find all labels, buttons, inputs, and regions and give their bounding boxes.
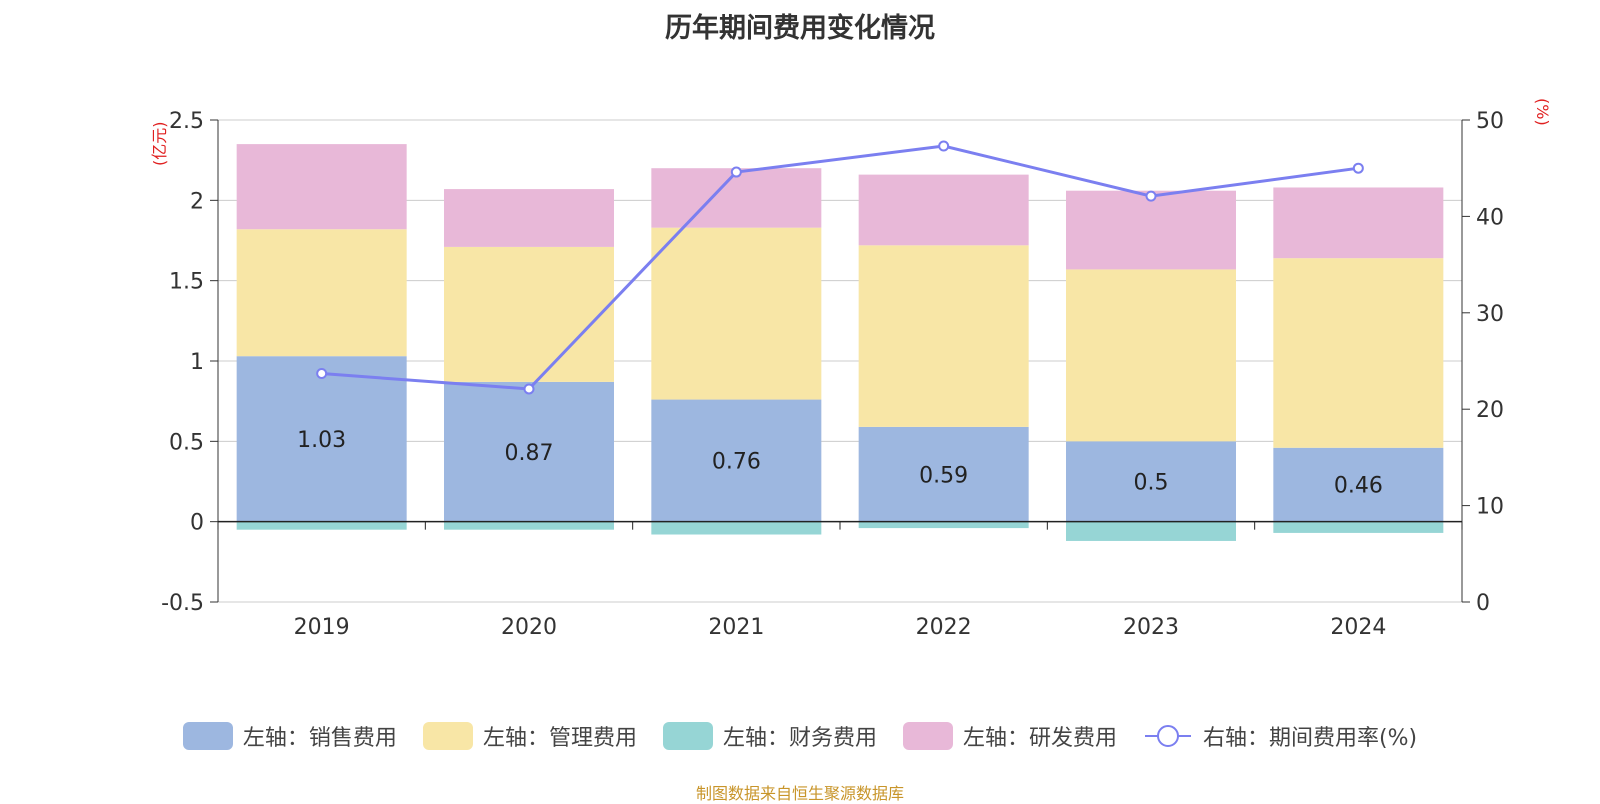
bar-segment: [236, 356, 407, 522]
legend-swatch-admin: [422, 722, 473, 750]
chart-title: 历年期间费用变化情况: [665, 13, 935, 44]
right-axis-tick-label: 20: [1476, 398, 1504, 423]
x-axis-tick-label: 2023: [1123, 615, 1179, 640]
bar-segment: [858, 174, 1029, 246]
bar-segment: [1273, 187, 1444, 259]
bar-segment: [1066, 190, 1236, 270]
x-axis-tick-label: 2019: [294, 615, 350, 640]
legend-label-rd: 左轴：研发费用: [962, 726, 1117, 751]
bar-segment: [1066, 521, 1236, 541]
x-axis-tick-label: 2022: [916, 615, 972, 640]
bar-segment: [1273, 447, 1444, 522]
legend-swatch-sales: [182, 722, 233, 750]
bar-segment: [444, 521, 614, 530]
legend-item-finance[interactable]: 左轴：财务费用: [662, 720, 877, 752]
legend-swatch-rd: [902, 722, 953, 750]
bar-segment: [236, 521, 407, 530]
bar-segment: [858, 426, 1029, 522]
bar-segment: [858, 245, 1029, 427]
right-axis-tick-label: 10: [1476, 495, 1504, 520]
rate-line: [321, 144, 1359, 391]
bar-segment: [651, 521, 822, 535]
x-axis-tick-label: 2021: [708, 615, 764, 640]
right-axis-tick-label: 30: [1476, 302, 1504, 327]
chart-plot: -0.5 0 0.5 1 1.5 2 2.5 0 10 20 30 40 50 1.03 2019 0.87 2…: [161, 109, 1504, 640]
bar-segment: [858, 521, 1029, 529]
bar-segment: [1273, 258, 1444, 448]
legend-item-admin[interactable]: 左轴：管理费用: [422, 720, 637, 752]
left-axis-tick-label: -0.5: [161, 591, 204, 616]
legend: 左轴：销售费用 左轴：管理费用 左轴：财务费用 左轴：研发费用 右轴：期间费用率…: [0, 716, 1600, 756]
legend-line-marker-icon: [1144, 725, 1191, 747]
left-axis-tick-label: 0.5: [169, 430, 204, 455]
bar-segment: [444, 246, 614, 382]
bar-segment: [1066, 269, 1236, 442]
bar-data-label: 0.5: [1134, 471, 1169, 496]
bar-data-label: 0.76: [712, 450, 761, 475]
rate-point: [316, 368, 328, 380]
legend-swatch-finance: [662, 722, 713, 750]
bar-data-label: 0.59: [919, 463, 968, 488]
bar-data-label: 0.87: [505, 441, 554, 466]
rate-point: [938, 140, 950, 152]
bar-segment: [651, 227, 822, 400]
bar-segment: [236, 229, 407, 357]
legend-label-sales: 左轴：销售费用: [242, 726, 397, 751]
rate-point: [730, 166, 742, 178]
legend-item-rate[interactable]: 右轴：期间费用率(%): [1143, 720, 1417, 752]
left-axis-tick-label: 2: [190, 189, 204, 214]
bar-segment: [651, 168, 822, 228]
bar-data-label: 0.46: [1334, 474, 1383, 499]
bar-segment: [236, 144, 407, 230]
left-axis-tick-label: 2.5: [169, 109, 204, 134]
bar-segment: [1273, 521, 1444, 533]
right-axis-tick-label: 50: [1476, 109, 1504, 134]
bar-segment: [444, 189, 614, 247]
legend-item-sales[interactable]: 左轴：销售费用: [182, 720, 397, 752]
left-axis-tick-label: 0: [190, 511, 204, 536]
left-axis-tick-label: 1: [190, 350, 204, 375]
bar-segment: [1066, 441, 1236, 522]
rate-point: [1352, 162, 1364, 174]
bar-segment: [651, 399, 822, 522]
x-axis-tick-label: 2020: [501, 615, 557, 640]
legend-item-rd[interactable]: 左轴：研发费用: [902, 720, 1117, 752]
legend-label-admin: 左轴：管理费用: [482, 726, 637, 751]
left-axis-tick-label: 1.5: [169, 270, 204, 295]
right-axis-tick-label: 0: [1476, 591, 1490, 616]
right-axis-tick-label: 40: [1476, 205, 1504, 230]
legend-label-finance: 左轴：财务费用: [722, 726, 877, 751]
rate-point: [1145, 190, 1157, 202]
legend-label-rate: 右轴：期间费用率(%): [1202, 726, 1418, 751]
rate-point: [523, 383, 535, 395]
x-axis-tick-label: 2024: [1330, 615, 1386, 640]
bar-segment: [444, 381, 614, 522]
bar-data-label: 1.03: [297, 428, 346, 453]
data-source-note: 制图数据来自恒生聚源数据库: [695, 784, 904, 803]
